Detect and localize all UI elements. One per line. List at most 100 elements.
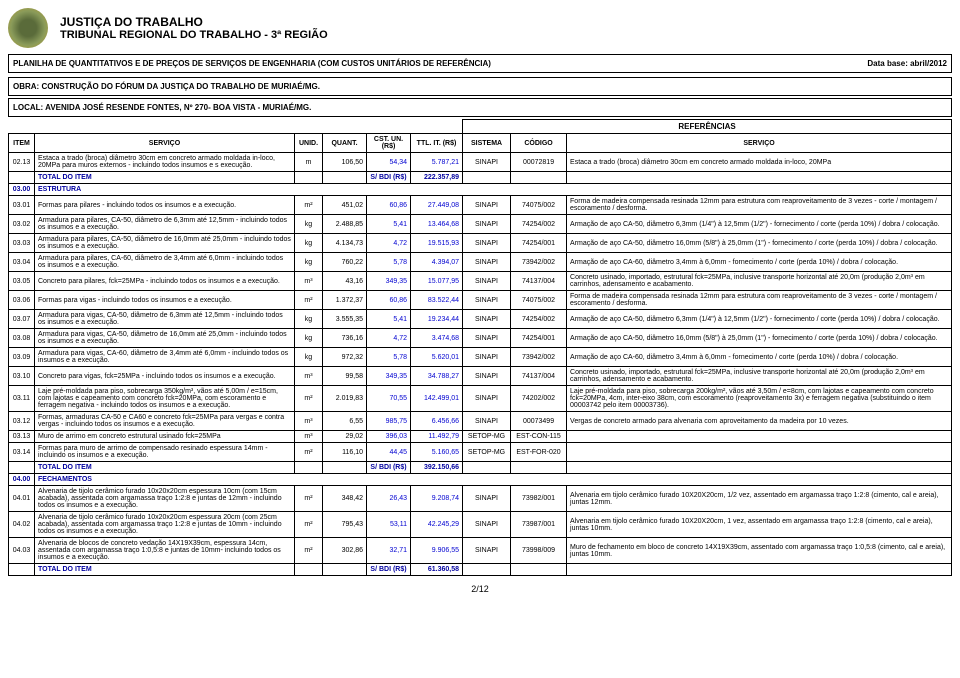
- cell-cst: 5,78: [367, 348, 411, 367]
- cell-servico2: Alvenaria em tijolo cerâmico furado 10X2…: [567, 512, 952, 538]
- header-line2: TRIBUNAL REGIONAL DO TRABALHO - 3ª REGIÃ…: [60, 29, 328, 41]
- header-title: JUSTIÇA DO TRABALHO TRIBUNAL REGIONAL DO…: [60, 15, 328, 41]
- cell-cst: 53,11: [367, 512, 411, 538]
- cell-quant: 972,32: [323, 348, 367, 367]
- cell-item: 03.02: [9, 215, 35, 234]
- cell-codigo: 73942/002: [511, 253, 567, 272]
- cell-item: 03.13: [9, 431, 35, 443]
- cell-unid: m²: [295, 291, 323, 310]
- cell-quant: 106,50: [323, 153, 367, 172]
- cell-sistema: SINAPI: [463, 348, 511, 367]
- cell-quant: 2.019,83: [323, 386, 367, 412]
- main-table: REFERÊNCIAS ITEM SERVIÇO UNID. QUANT. CS…: [8, 119, 952, 576]
- cell-servico: Formas, armaduras CA-50 e CA60 e concret…: [35, 412, 295, 431]
- cell-sistema: SINAPI: [463, 272, 511, 291]
- cell-sistema: SETOP-MG: [463, 443, 511, 462]
- cell-ttl: 42.245,29: [411, 512, 463, 538]
- cell-servico: Concreto para vigas, fck=25MPa - incluin…: [35, 367, 295, 386]
- cell-item: 03.12: [9, 412, 35, 431]
- cell-ttl: 4.394,07: [411, 253, 463, 272]
- table-row: 03.07Armadura para vigas, CA-50, diâmetr…: [9, 310, 952, 329]
- cell-empty: [9, 172, 35, 184]
- cell-codigo: 74137/004: [511, 367, 567, 386]
- cell-unid: m²: [295, 443, 323, 462]
- table-row: 03.05Concreto para pilares, fck=25MPa - …: [9, 272, 952, 291]
- cell-sistema: SINAPI: [463, 367, 511, 386]
- cell-total-value: 61.360,58: [411, 564, 463, 576]
- cell-unid: kg: [295, 215, 323, 234]
- cell-servico2: Alvenaria em tijolo cerâmico furado 10X2…: [567, 486, 952, 512]
- cell-servico: Alvenaria de blocos de concreto vedação …: [35, 538, 295, 564]
- cell-sistema: SINAPI: [463, 538, 511, 564]
- cell-codigo: 73942/002: [511, 348, 567, 367]
- cell-codigo: 74202/002: [511, 386, 567, 412]
- cell-quant: 1.372,37: [323, 291, 367, 310]
- cell-cst: 44,45: [367, 443, 411, 462]
- cell-cst: 349,35: [367, 367, 411, 386]
- cell-codigo: 00073499: [511, 412, 567, 431]
- cell-servico2: [567, 431, 952, 443]
- cell-item: 04.02: [9, 512, 35, 538]
- cell-ttl: 9.208,74: [411, 486, 463, 512]
- cell-codigo: 74254/002: [511, 215, 567, 234]
- header-line1: JUSTIÇA DO TRABALHO: [60, 15, 328, 29]
- col-sistema: SISTEMA: [463, 134, 511, 153]
- cell-servico2: Armação de aço CA-50, diâmetro 16,0mm (5…: [567, 234, 952, 253]
- table-body: 02.13Estaca a trado (broca) diâmetro 30c…: [9, 153, 952, 576]
- cell-cst: 5,41: [367, 215, 411, 234]
- cell-unid: m³: [295, 272, 323, 291]
- cell-empty: [9, 564, 35, 576]
- cell-empty: [9, 462, 35, 474]
- cell-codigo: 00072819: [511, 153, 567, 172]
- cell-total-label: TOTAL DO ITEM: [35, 172, 295, 184]
- cell-cst: 26,43: [367, 486, 411, 512]
- cell-ttl: 5.620,01: [411, 348, 463, 367]
- cell-servico2: [567, 443, 952, 462]
- cell-codigo: EST-CON-115: [511, 431, 567, 443]
- cell-servico: Estaca a trado (broca) diâmetro 30cm em …: [35, 153, 295, 172]
- cell-quant: 302,86: [323, 538, 367, 564]
- cell-quant: 736,16: [323, 329, 367, 348]
- cell-sistema: SINAPI: [463, 310, 511, 329]
- cell-ttl: 5.787,21: [411, 153, 463, 172]
- column-header-row: ITEM SERVIÇO UNID. QUANT. CST. UN. (R$) …: [9, 134, 952, 153]
- cell-item: 03.08: [9, 329, 35, 348]
- cell-ttl: 142.499,01: [411, 386, 463, 412]
- cell-unid: m²: [295, 538, 323, 564]
- cell-bdi: S/ BDI (R$): [367, 564, 411, 576]
- col-item: ITEM: [9, 134, 35, 153]
- cell-unid: m³: [295, 431, 323, 443]
- cell-quant: 451,02: [323, 196, 367, 215]
- table-row: 04.01Alvenaria de tijolo cerâmico furado…: [9, 486, 952, 512]
- cell-unid: m³: [295, 412, 323, 431]
- cell-codigo: EST-FOR-020: [511, 443, 567, 462]
- cell-item: 03.05: [9, 272, 35, 291]
- cell-item: 04.03: [9, 538, 35, 564]
- table-row: 03.06Formas para vigas - incluindo todos…: [9, 291, 952, 310]
- table-row: 03.03Armadura para pilares, CA-50, diâme…: [9, 234, 952, 253]
- cell-item: 02.13: [9, 153, 35, 172]
- table-row: 03.11Laje pré-moldada para piso, sobreca…: [9, 386, 952, 412]
- cell-sistema: SINAPI: [463, 215, 511, 234]
- cell-quant: 29,02: [323, 431, 367, 443]
- table-row: 03.08Armadura para vigas, CA-50, diâmetr…: [9, 329, 952, 348]
- data-base: Data base: abril/2012: [867, 59, 947, 68]
- cell-ttl: 9.906,55: [411, 538, 463, 564]
- cell-quant: 2.488,85: [323, 215, 367, 234]
- cell-servico: Concreto para pilares, fck=25MPa - inclu…: [35, 272, 295, 291]
- cell-sistema: SINAPI: [463, 329, 511, 348]
- local-line: LOCAL: AVENIDA JOSÉ RESENDE FONTES, Nº 2…: [8, 98, 952, 117]
- cell-servico2: Muro de fechamento em bloco de concreto …: [567, 538, 952, 564]
- cell-cst: 985,75: [367, 412, 411, 431]
- cell-servico: Armadura para vigas, CA-60, diâmetro de …: [35, 348, 295, 367]
- col-unid: UNID.: [295, 134, 323, 153]
- cell-sistema: SETOP-MG: [463, 431, 511, 443]
- col-quant: QUANT.: [323, 134, 367, 153]
- cell-ttl: 3.474,68: [411, 329, 463, 348]
- cell-unid: m²: [295, 512, 323, 538]
- cell-quant: 348,42: [323, 486, 367, 512]
- cell-item: 03.03: [9, 234, 35, 253]
- cell-servico2: Forma de madeira compensada resinada 12m…: [567, 196, 952, 215]
- cell-codigo: 74075/002: [511, 196, 567, 215]
- cell-total-label: TOTAL DO ITEM: [35, 462, 295, 474]
